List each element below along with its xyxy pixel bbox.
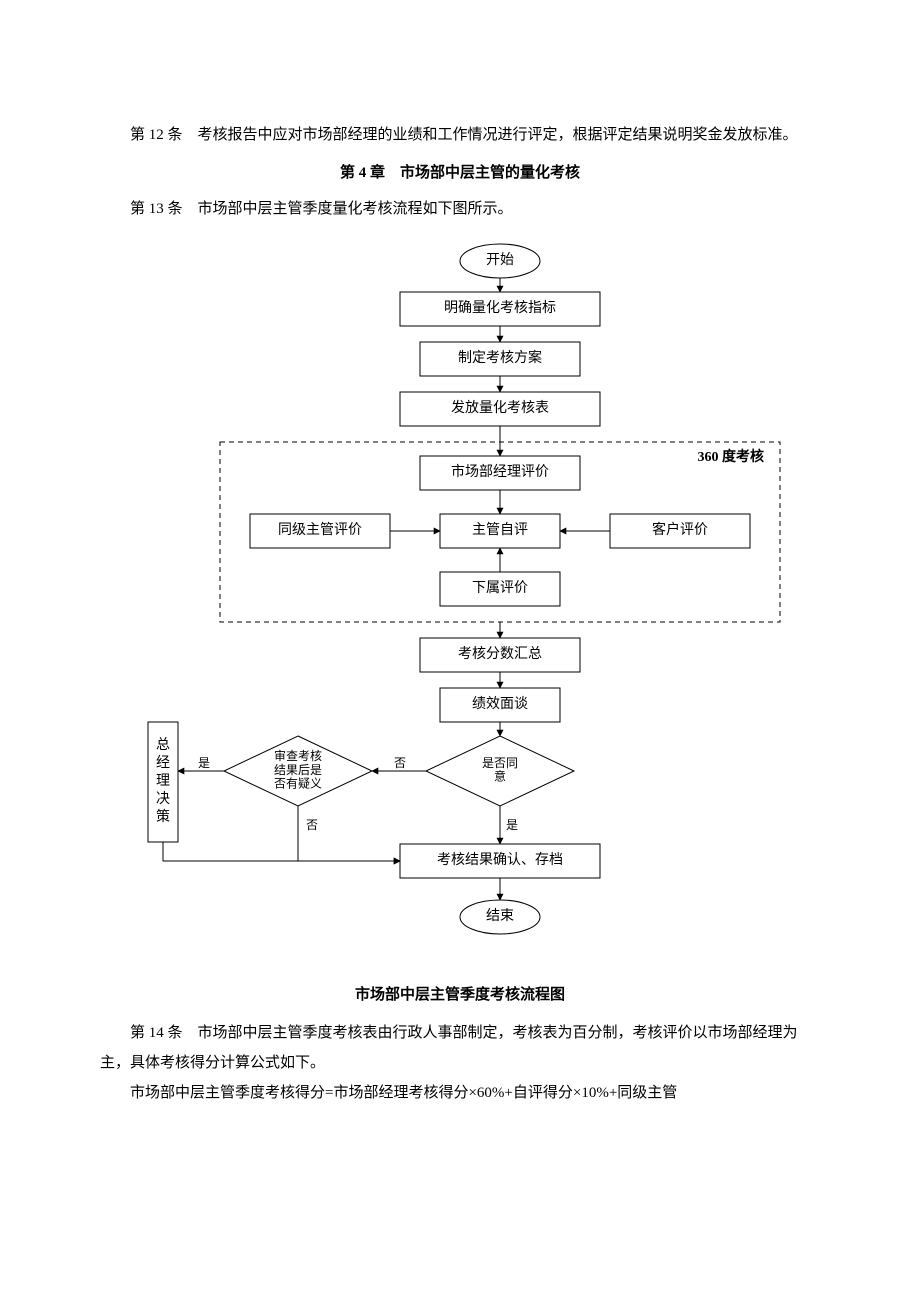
svg-text:策: 策 [156, 808, 170, 825]
flow-node-n1: 明确量化考核指标 [400, 292, 600, 326]
flow-node-n8: 绩效面谈 [440, 688, 560, 722]
flowchart-caption: 市场部中层主管季度考核流程图 [100, 980, 820, 1010]
svg-text:理: 理 [156, 774, 170, 789]
svg-text:总: 总 [156, 737, 170, 753]
svg-text:制定考核方案: 制定考核方案 [458, 349, 542, 366]
page: 第 12 条 考核报告中应对市场部经理的业绩和工作情况进行评定，根据评定结果说明… [0, 0, 920, 1168]
svg-text:经: 经 [156, 755, 170, 771]
svg-text:意: 意 [494, 769, 506, 784]
svg-text:客户评价: 客户评价 [652, 521, 708, 538]
paragraph-art14: 第 14 条 市场部中层主管季度考核表由行政人事部制定，考核表为百分制，考核评价… [100, 1018, 820, 1078]
flow-node-n5: 主管自评 [440, 514, 560, 548]
svg-text:主管自评: 主管自评 [472, 522, 528, 538]
svg-text:考核结果确认、存档: 考核结果确认、存档 [437, 852, 563, 868]
flow-node-n2: 制定考核方案 [420, 342, 580, 376]
flowchart: 开始明确量化考核指标制定考核方案发放量化考核表 360 度考核市场部经理评价主管自… [100, 224, 820, 964]
svg-text:开始: 开始 [486, 252, 514, 268]
paragraph-formula: 市场部中层主管季度考核得分=市场部经理考核得分×60%+自评得分×10%+同级主… [100, 1078, 820, 1108]
svg-text:是: 是 [506, 818, 518, 832]
svg-text:下属评价: 下属评价 [472, 580, 528, 596]
paragraph-art13: 第 13 条 市场部中层主管季度量化考核流程如下图所示。 [100, 194, 820, 224]
flow-edge-12: 是 [500, 806, 518, 844]
svg-text:同级主管评价: 同级主管评价 [278, 522, 362, 538]
svg-text:明确量化考核指标: 明确量化考核指标 [444, 300, 556, 316]
svg-text:决: 决 [156, 791, 170, 807]
svg-text:否: 否 [306, 818, 318, 832]
flow-node-nmgr: 总经理决策 [148, 722, 178, 842]
flow-edge-14: 否 [298, 806, 400, 861]
chapter-title: 第 4 章 市场部中层主管的量化考核 [100, 158, 820, 188]
svg-text:考核分数汇总: 考核分数汇总 [458, 646, 542, 662]
flow-node-end: 结束 [460, 900, 540, 934]
flow-edge-11: 否 [372, 756, 426, 771]
svg-text:市场部经理评价: 市场部经理评价 [451, 463, 549, 480]
svg-text:结果后是: 结果后是 [274, 763, 322, 777]
svg-text:审查考核: 审查考核 [274, 748, 322, 763]
flow-node-start: 开始 [460, 244, 540, 278]
flow-node-d2: 审查考核结果后是否有疑义 [224, 736, 372, 806]
flowchart-svg: 开始明确量化考核指标制定考核方案发放量化考核表 360 度考核市场部经理评价主管自… [100, 224, 820, 964]
svg-text:绩效面谈: 绩效面谈 [472, 696, 528, 712]
flow-node-n5r: 客户评价 [610, 514, 750, 548]
svg-text:发放量化考核表: 发放量化考核表 [451, 400, 549, 416]
svg-text:结束: 结束 [486, 908, 514, 924]
svg-text:否有疑义: 否有疑义 [274, 776, 322, 791]
flow-node-n6: 下属评价 [440, 572, 560, 606]
flow-edge-15 [163, 842, 400, 861]
svg-text:360 度考核: 360 度考核 [698, 448, 765, 465]
flow-node-n3: 发放量化考核表 [400, 392, 600, 426]
svg-text:是: 是 [198, 756, 210, 770]
flow-edge-13: 是 [178, 756, 224, 771]
flow-node-n7: 考核分数汇总 [420, 638, 580, 672]
flow-node-n4: 市场部经理评价 [420, 456, 580, 490]
flow-node-n5l: 同级主管评价 [250, 514, 390, 548]
flow-node-d1: 是否同意 [426, 736, 574, 806]
svg-text:否: 否 [394, 756, 406, 770]
flow-node-n9: 考核结果确认、存档 [400, 844, 600, 878]
svg-text:是否同: 是否同 [482, 756, 518, 770]
paragraph-art12: 第 12 条 考核报告中应对市场部经理的业绩和工作情况进行评定，根据评定结果说明… [100, 120, 820, 150]
